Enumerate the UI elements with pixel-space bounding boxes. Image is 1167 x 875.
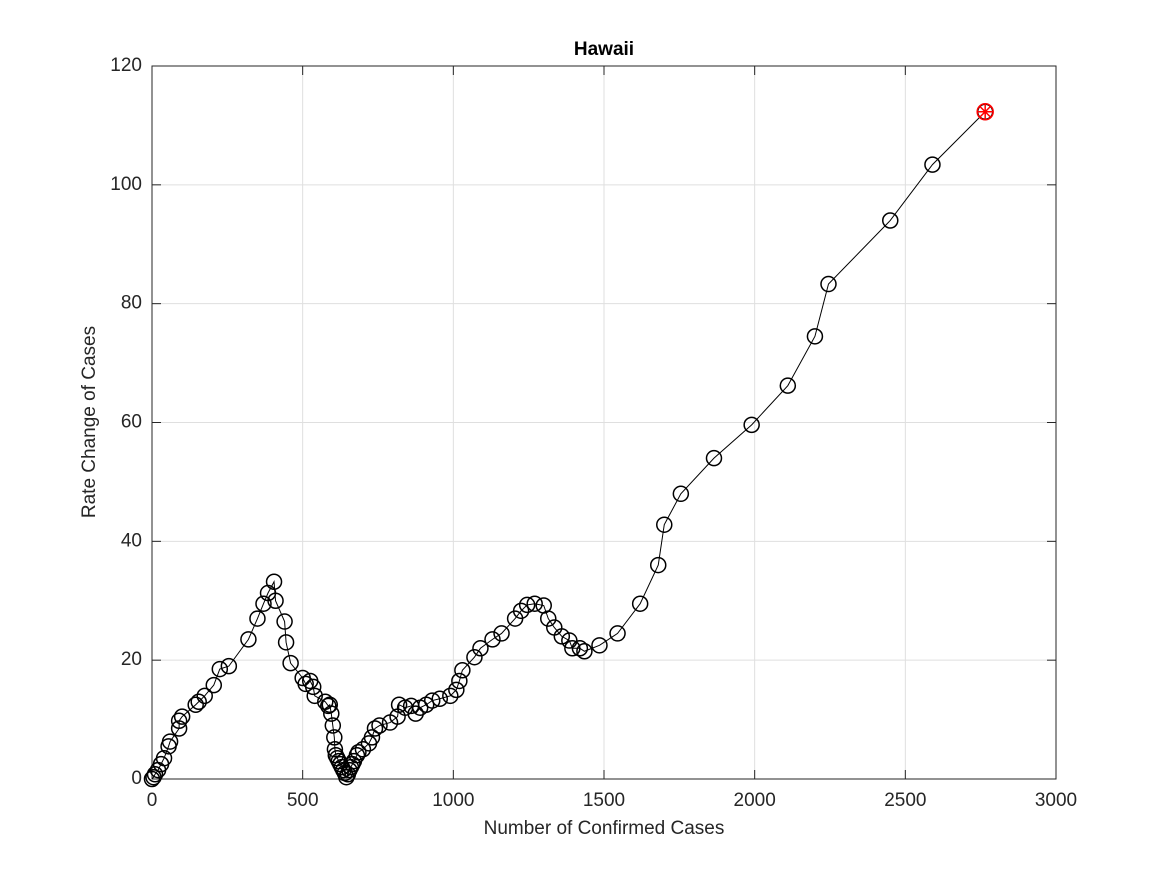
data-point [561,632,578,649]
data-point [454,662,471,679]
data-point [882,212,899,229]
data-point [363,729,381,746]
y-tick-label: 80 [121,293,142,314]
data-point [820,275,837,293]
data-point [431,690,449,708]
x-tick-label: 500 [287,790,319,811]
data-point [466,648,483,666]
data-point [354,741,372,758]
axes-box [151,65,1057,780]
data-point [448,681,465,699]
data-point [267,592,284,609]
data-point [576,643,593,660]
x-tick-label: 3000 [1035,790,1077,811]
data-point [170,712,188,730]
data-point [366,720,384,737]
data-point [493,625,510,642]
data-point [518,596,536,614]
data-point [371,717,388,734]
data-point [924,156,941,173]
data-point [656,516,673,533]
y-tick-label: 20 [121,649,142,670]
data-point [571,640,589,657]
chart-title: Hawaii [574,39,634,60]
data-point [205,676,223,694]
data-point [276,613,293,630]
y-axis-label: Rate Change of Cases [79,326,100,518]
data-point [672,485,690,503]
data-point [407,705,424,722]
data-point [348,746,366,764]
x-tick-label: 1500 [583,790,625,811]
data-point [220,657,238,675]
data-point [451,672,468,690]
y-tick-label: 60 [121,412,142,433]
data-point [304,678,322,696]
data-point [779,377,797,394]
data-point [526,595,543,612]
data-point [591,637,608,654]
data-point [196,687,213,705]
data-point [240,631,257,648]
data-point [190,693,207,711]
data-point [187,696,204,713]
data-point [249,610,266,627]
y-tick-label: 40 [121,530,142,551]
data-point [335,761,352,779]
data-point [564,640,581,657]
data-point [423,692,441,709]
data-point [170,720,188,737]
data-point [512,602,530,620]
data-point [277,634,295,651]
data-point [146,765,164,783]
data-point [484,631,501,648]
data-point [324,717,342,734]
data-point [297,675,314,693]
x-tick-label: 1000 [432,790,474,811]
y-tick-label: 0 [131,768,142,789]
data-point [173,708,191,725]
data-point [806,328,824,345]
data-point [631,595,649,612]
data-point [326,741,344,758]
data-point [323,705,340,722]
data-point [143,770,161,788]
data-point [265,573,283,590]
y-tick-label: 100 [110,174,142,195]
data-point [321,696,339,713]
highlight-marker [976,103,994,121]
data-point [743,416,760,434]
data-point [306,687,323,705]
x-tick-label: 2000 [734,790,776,811]
data-point [320,697,337,715]
data-point [705,449,723,467]
data-point [609,625,626,642]
y-tick-label: 120 [110,55,142,76]
x-tick-label: 2500 [884,790,926,811]
x-tick-label: 0 [147,790,158,811]
data-point [540,610,557,627]
data-point [649,556,667,574]
data-point [282,654,299,672]
data-point [211,660,229,678]
data-point [161,733,179,750]
data-point [326,729,343,746]
data-point [155,749,173,767]
data-point [472,640,489,657]
data-point [350,744,367,761]
x-axis-label: Number of Confirmed Cases [484,818,725,839]
data-point [255,595,272,612]
data-point [442,687,459,705]
